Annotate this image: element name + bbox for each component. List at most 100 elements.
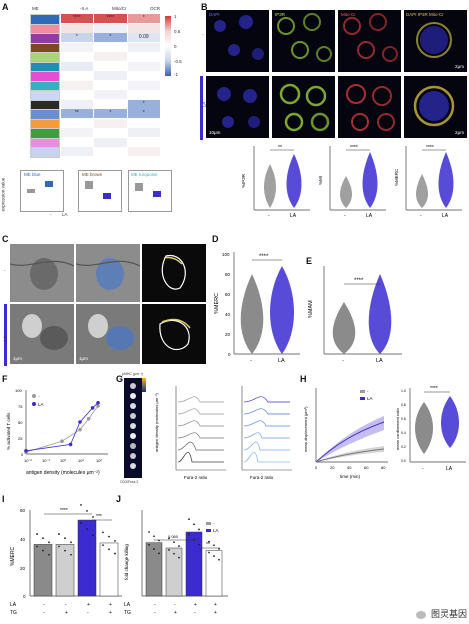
g-xlabel-2: Fura-2 ratio [250,475,274,480]
c-em-top-1 [10,244,74,302]
h-ytick-10: 1.0 [401,389,406,393]
i-tg-sign-4: + [109,610,112,616]
b-ch-mito: Mito-Cr [341,12,356,17]
d-xcat-minus: - [250,358,252,364]
h-ytick-00: 0.0 [401,459,406,463]
j-la-sign-2: - [174,602,176,608]
b-ylabel-ip3r: %IP3R [241,173,246,188]
j-sig-1: 0.060 [168,534,179,539]
f-point [96,404,100,408]
heatmap-row [30,52,161,63]
panel-b-micrographs: - LA DAPI IP3R Mito-Cr DAPI IP3R Mito-Cr… [200,10,468,140]
heatmap-cell [60,52,94,61]
heatmap-cell: * [127,99,161,109]
h-xcat-minus: - [422,466,424,472]
f-series-line [25,402,99,452]
panel-i-label: I [2,494,5,504]
b-ylabel-mi: %MI [318,176,323,185]
f-xtick-2: 10⁻¹ [42,458,51,463]
heatmap-cell [127,128,161,137]
bar-point [178,556,180,559]
i-row-tg: TG [10,610,17,616]
i-tg-sign-3: - [87,610,89,616]
bar-point [218,558,220,561]
panel-f-label: F [2,374,8,384]
module-brown-title: ME brown [82,172,103,177]
h-xtick-0: 0 [315,465,318,470]
module-ylabel: expression value [0,177,6,212]
bar-point [80,503,82,506]
j-legend-marker-minus [206,522,211,525]
bar [77,519,97,597]
g-color-key [142,378,146,392]
bar-point [208,540,210,543]
bar-point [188,533,190,536]
bar-point [148,531,150,533]
b-sig-ip3r: ** [278,145,282,151]
panel-d-violin: **** %MERC 100 80 60 40 20 0 - LA [214,252,300,364]
d-ytick-100: 100 [222,252,230,257]
b-img-dapi-bottom: 10μm [206,76,269,138]
bar-point [193,538,195,541]
e-xcat-minus: - [342,358,344,364]
b-violin-plot-mi: **** %MI - LA [318,145,386,219]
heatmap-cell [127,90,161,99]
heatmap-row [30,118,161,130]
bar-point [213,555,215,558]
bar [205,550,223,597]
heatmap-cell [60,61,94,71]
heatmap-cell [60,23,94,33]
h-legend-la: LA [367,396,373,401]
heatmap-row [30,128,161,139]
f-ytick-75: 75 [18,404,23,409]
heatmap-row [30,71,161,82]
b-sig-mi: **** [350,145,358,151]
b-xcat-ip3r-minus: - [268,213,270,219]
bar-point [114,539,116,542]
c-em-bottom-1: 1μm [10,304,74,364]
i-la-sign-3: + [87,602,90,608]
heatmap-cell: 0.09 [127,33,161,42]
b-xcat-merc-la: LA [442,213,449,219]
i-tg-sign-2: + [65,610,68,616]
bar-point [153,548,155,550]
b-img-merge-top: DAPI IP3R Mito-Cr 2μm [404,10,467,72]
heatmap-row [30,23,161,35]
h-legend-marker-la [360,397,365,400]
j-tg-sign-3: - [194,610,196,616]
h-xlabel: time (min) [340,474,361,479]
heatmap-row: * * 0.09 [30,33,161,44]
heatmap-colorscale [165,16,171,76]
e-xcat-la: LA [376,358,383,364]
h-ytick-06: 0.6 [401,417,406,421]
heatmap-row [30,80,161,92]
heatmap-cell: * [127,109,161,118]
d-ytick-0: 0 [228,352,231,357]
g-strip-bottom: CD3/Fura-2 [120,480,139,484]
f-xtick-3: 10⁰ [60,458,66,463]
heatmap-cell [127,61,161,71]
f-point [78,427,82,432]
b-xcat-mi-minus: - [344,213,346,219]
i-ytick-60: 60 [20,508,26,513]
b-ylabel-merc: %MERC [394,168,399,186]
bar [145,542,163,597]
heatmap-cell [60,80,94,90]
bar-point [36,545,38,548]
heatmap-cell [94,52,127,61]
module-x-minus: - [50,212,52,217]
i-la-sign-1: - [43,602,45,608]
h-legend-marker-minus [360,390,365,393]
b-violin-plot-merc: **** %MERC - LA [394,145,462,219]
bar-point [42,549,44,552]
f-series-line [25,405,99,453]
c-scale-1: 1μm [13,356,22,361]
bar-point [198,543,200,546]
d-ytick-80: 80 [225,272,231,277]
panel-i-chart: %MERC 60 40 20 0 **** *** LA TG - - + + … [10,503,122,616]
c-em-bottom-3 [142,304,206,364]
heatmap-row [30,137,161,149]
heatmap-row [30,42,161,54]
bar-point [188,518,190,521]
bar-point [148,543,150,546]
